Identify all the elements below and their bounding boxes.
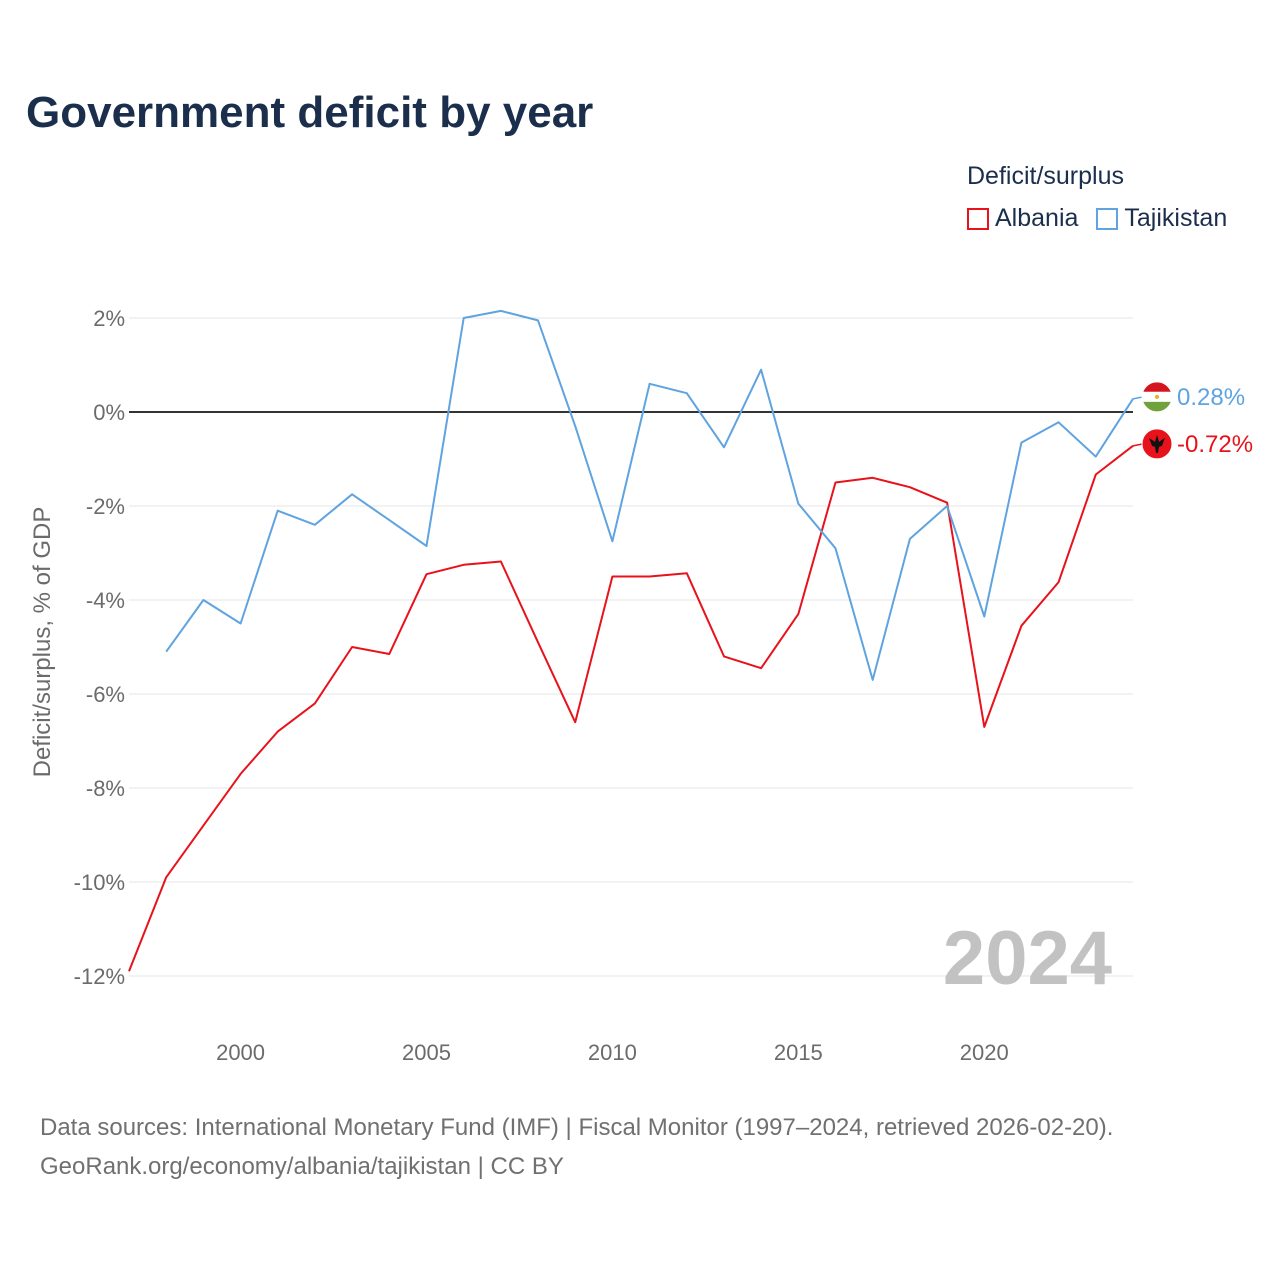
y-tick-label: -4% bbox=[86, 588, 125, 613]
end-connector bbox=[1132, 443, 1144, 447]
legend-item-albania[interactable]: Albania bbox=[967, 204, 1078, 233]
legend-label-albania: Albania bbox=[995, 204, 1079, 232]
legend-title: Deficit/surplus bbox=[967, 162, 1124, 190]
legend-item-tajikistan[interactable]: Tajikistan bbox=[1096, 204, 1227, 233]
tajikistan-flag-icon bbox=[1141, 381, 1173, 413]
x-tick-label: 2020 bbox=[960, 1040, 1009, 1065]
end-connector bbox=[1132, 396, 1144, 400]
series-line-tajikistan bbox=[165, 309, 1134, 681]
x-tick-label: 2010 bbox=[588, 1040, 637, 1065]
y-tick-label: -10% bbox=[74, 870, 125, 895]
y-tick-label: -12% bbox=[74, 964, 125, 989]
series-line-albania bbox=[128, 445, 1134, 972]
source-note: Data sources: International Monetary Fun… bbox=[40, 1108, 1113, 1186]
y-tick-label: -6% bbox=[86, 682, 125, 707]
legend-label-tajikistan: Tajikistan bbox=[1124, 204, 1228, 232]
y-tick-label: 2% bbox=[93, 306, 125, 331]
y-tick-label: -8% bbox=[86, 776, 125, 801]
legend: Albania Tajikistan bbox=[967, 204, 1245, 233]
x-tick-label: 2000 bbox=[216, 1040, 265, 1065]
y-tick-label: -2% bbox=[86, 494, 125, 519]
chart-title: Government deficit by year bbox=[26, 88, 594, 137]
end-value-label-tajikistan: 0.28% bbox=[1177, 384, 1245, 411]
y-tick-label: 0% bbox=[93, 400, 125, 425]
x-tick-label: 2015 bbox=[774, 1040, 823, 1065]
x-tick-label: 2005 bbox=[402, 1040, 451, 1065]
source-line-2[interactable]: GeoRank.org/economy/albania/tajikistan |… bbox=[40, 1153, 564, 1180]
legend-swatch-tajikistan bbox=[1096, 207, 1119, 230]
end-value-label-albania: -0.72% bbox=[1177, 431, 1253, 458]
albania-flag-icon bbox=[1141, 428, 1173, 460]
year-watermark: 2024 bbox=[943, 916, 1112, 1001]
legend-swatch-albania bbox=[967, 207, 989, 230]
source-line-1: Data sources: International Monetary Fun… bbox=[40, 1114, 1114, 1141]
y-axis-label: Deficit/surplus, % of GDP bbox=[29, 507, 56, 778]
